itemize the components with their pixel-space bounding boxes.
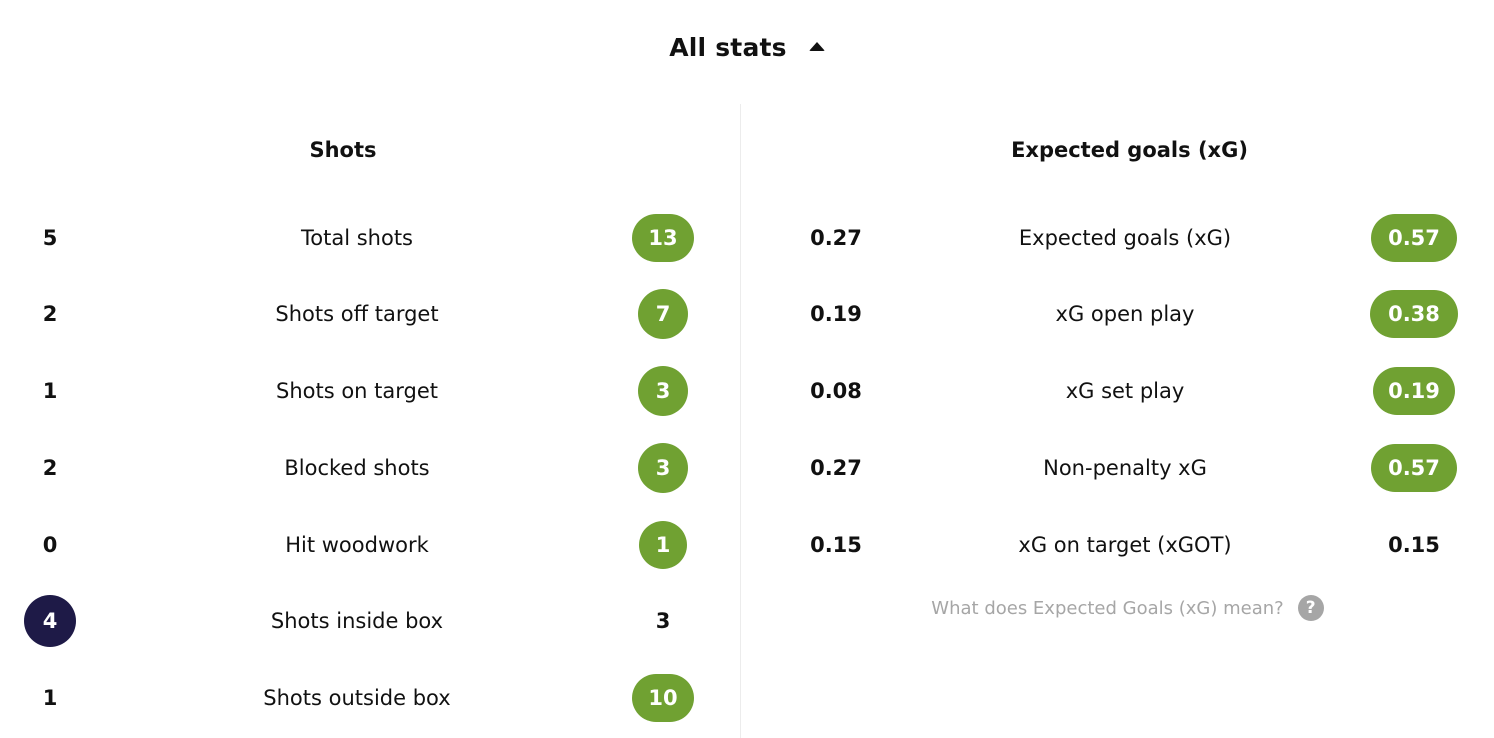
- away-value-badge: 0.19: [1373, 367, 1455, 415]
- home-value: 0: [24, 520, 76, 570]
- all-stats-toggle[interactable]: All stats: [0, 26, 1494, 68]
- away-value-badge: 0.57: [1371, 444, 1457, 492]
- home-value-text: 0.27: [810, 456, 862, 480]
- away-value: 0.38: [1341, 289, 1487, 339]
- home-value-text: 0: [42, 533, 58, 557]
- away-value-badge: 10: [632, 674, 694, 722]
- xg-help-text[interactable]: What does Expected Goals (xG) mean?: [931, 597, 1284, 619]
- home-value: 0.27: [781, 213, 891, 263]
- away-value: 3: [600, 443, 726, 493]
- shots-section-title: Shots: [309, 138, 377, 162]
- stat-label: Shots inside box: [270, 609, 444, 633]
- home-value-text: 0.08: [810, 379, 862, 403]
- stat-row-shots-outside-box: 1 Shots outside box 10: [0, 673, 740, 723]
- column-divider: [740, 104, 741, 738]
- home-value: 0.27: [781, 443, 891, 493]
- stat-label: Expected goals (xG): [1018, 226, 1232, 250]
- stat-label: Shots off target: [275, 302, 439, 326]
- away-value: 0.57: [1341, 443, 1487, 493]
- away-value: 13: [600, 213, 726, 263]
- home-value: 4: [24, 595, 76, 647]
- xg-section-title: Expected goals (xG): [1011, 138, 1248, 162]
- stat-label: xG set play: [1065, 379, 1185, 403]
- away-value: 10: [600, 673, 726, 723]
- all-stats-title: All stats: [669, 32, 787, 62]
- away-value: 1: [600, 520, 726, 570]
- stat-label: Non-penalty xG: [1043, 456, 1207, 480]
- stat-label: Hit woodwork: [285, 533, 429, 557]
- away-value-text: 3: [655, 609, 671, 633]
- xg-help-link[interactable]: What does Expected Goals (xG) mean? ?: [741, 595, 1494, 621]
- away-value: 3: [600, 596, 726, 646]
- away-value-badge: 13: [632, 214, 694, 262]
- home-value-badge: 4: [24, 595, 76, 647]
- home-value: 1: [24, 673, 76, 723]
- stat-label: xG open play: [1055, 302, 1195, 326]
- home-value: 1: [24, 366, 76, 416]
- away-value-text: 0.15: [1388, 533, 1440, 557]
- stat-row-hit-woodwork: 0 Hit woodwork 1: [0, 520, 740, 570]
- home-value: 2: [24, 289, 76, 339]
- home-value-text: 0.27: [810, 226, 862, 250]
- stat-label: Shots outside box: [263, 686, 451, 710]
- stat-row-blocked-shots: 2 Blocked shots 3: [0, 443, 740, 493]
- home-value: 5: [24, 213, 76, 263]
- away-value-badge: 3: [638, 366, 688, 416]
- home-value: 0.08: [781, 366, 891, 416]
- stat-label: Shots on target: [275, 379, 439, 403]
- away-value: 0.57: [1341, 213, 1487, 263]
- home-value-text: 1: [42, 379, 58, 403]
- home-value-text: 0.19: [810, 302, 862, 326]
- question-mark-icon[interactable]: ?: [1297, 595, 1324, 621]
- home-value: 2: [24, 443, 76, 493]
- caret-up-icon: [808, 41, 825, 51]
- away-value-badge: 7: [638, 289, 688, 339]
- away-value: 0.19: [1341, 366, 1487, 416]
- away-value-badge: 3: [638, 443, 688, 493]
- stat-label: Blocked shots: [284, 456, 430, 480]
- away-value-badge: 0.38: [1370, 290, 1458, 338]
- home-value: 0.15: [781, 520, 891, 570]
- home-value-text: 5: [42, 226, 58, 250]
- stat-row-expected-goals: 0.27 Expected goals (xG) 0.57: [741, 213, 1494, 263]
- home-value-text: 2: [42, 302, 58, 326]
- stat-row-shots-off-target: 2 Shots off target 7: [0, 289, 740, 339]
- away-value-badge: 1: [639, 521, 687, 569]
- stat-row-non-penalty-xg: 0.27 Non-penalty xG 0.57: [741, 443, 1494, 493]
- stat-row-xg-set-play: 0.08 xG set play 0.19: [741, 366, 1494, 416]
- home-value-text: 1: [42, 686, 58, 710]
- away-value: 0.15: [1341, 520, 1487, 570]
- stat-row-shots-inside-box: 4 Shots inside box 3: [0, 595, 740, 647]
- stat-label: Total shots: [301, 226, 413, 250]
- stat-row-xg-on-target: 0.15 xG on target (xGOT) 0.15: [741, 520, 1494, 570]
- stat-row-shots-on-target: 1 Shots on target 3: [0, 366, 740, 416]
- home-value-text: 0.15: [810, 533, 862, 557]
- away-value-badge: 0.57: [1371, 214, 1457, 262]
- stat-row-xg-open-play: 0.19 xG open play 0.38: [741, 289, 1494, 339]
- stat-label: xG on target (xGOT): [1018, 533, 1232, 557]
- away-value: 7: [600, 289, 726, 339]
- away-value: 3: [600, 366, 726, 416]
- home-value: 0.19: [781, 289, 891, 339]
- home-value-text: 2: [42, 456, 58, 480]
- stat-row-total-shots: 5 Total shots 13: [0, 213, 740, 263]
